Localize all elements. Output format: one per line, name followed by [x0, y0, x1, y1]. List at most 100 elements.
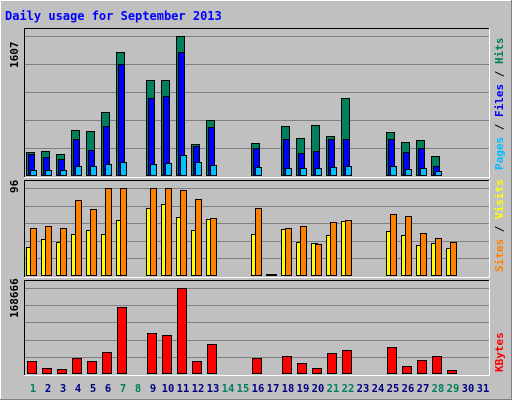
sites-bar	[450, 242, 457, 276]
sites-bar	[270, 274, 277, 276]
day-label: 20	[312, 383, 325, 395]
kbytes-bar	[117, 307, 127, 374]
day-label: 5	[90, 383, 96, 395]
kbytes-bar	[27, 361, 37, 374]
legend-visits: Visits	[493, 179, 506, 219]
kbytes-bar	[147, 333, 157, 374]
sites-bar	[120, 188, 127, 276]
day-label: 30	[462, 383, 475, 395]
chart-title: Daily usage for September 2013	[5, 9, 222, 23]
kbytes-bar	[387, 347, 397, 374]
kbytes-bar	[297, 363, 307, 374]
day-label: 25	[387, 383, 400, 395]
sites-bar	[150, 188, 157, 276]
pages-bar	[390, 166, 397, 176]
pages-bar	[210, 165, 217, 176]
visits-sites-panel	[24, 180, 490, 278]
svg-text:KBytes: KBytes	[493, 332, 506, 372]
kbytes-bar	[42, 368, 52, 374]
pages-bar	[405, 169, 412, 176]
visits-ymax-label: 96	[8, 179, 21, 193]
pages-bar	[300, 168, 307, 176]
sites-bar	[315, 244, 322, 276]
hits-ymax-label: 1607	[8, 42, 21, 69]
kbytes-bar	[72, 358, 82, 374]
legend-pages: Pages	[493, 137, 506, 170]
pages-bar	[105, 164, 112, 176]
kbytes-panel	[24, 280, 490, 376]
day-label: 21	[327, 383, 340, 395]
kbytes-bar	[177, 288, 187, 374]
day-label: 6	[105, 383, 111, 395]
kbytes-bar	[432, 356, 442, 374]
sites-bar	[30, 228, 37, 276]
kbytes-bar	[327, 353, 337, 374]
sites-bar	[330, 222, 337, 276]
sites-bar	[90, 209, 97, 276]
hits-legend: Pages / Files / Hits	[493, 38, 506, 171]
day-label: 1	[30, 383, 36, 395]
pages-bar	[45, 170, 52, 176]
sites-bar	[405, 216, 412, 276]
day-label: 9	[150, 383, 156, 395]
kbytes-legend: KBytes	[493, 332, 506, 372]
pages-bar	[435, 171, 442, 176]
day-label: 18	[282, 383, 295, 395]
kbytes-ymax-label: 168666	[8, 278, 21, 318]
day-label: 29	[447, 383, 460, 395]
day-label: 7	[120, 383, 126, 395]
pages-bar	[420, 168, 427, 176]
kbytes-bar	[447, 370, 457, 374]
day-label: 10	[162, 383, 175, 395]
sites-bar	[285, 228, 292, 276]
sites-bar	[60, 228, 67, 276]
pages-bar	[330, 167, 337, 176]
kbytes-bar	[192, 361, 202, 374]
sites-bar	[420, 233, 427, 276]
pages-bar	[180, 155, 187, 176]
sites-bar	[255, 208, 262, 276]
day-label: 19	[297, 383, 310, 395]
day-label: 11	[177, 383, 190, 395]
kbytes-bar	[207, 344, 217, 374]
sites-bar	[435, 238, 442, 276]
day-label: 15	[237, 383, 250, 395]
kbytes-bar	[417, 360, 427, 374]
kbytes-bar	[252, 358, 262, 374]
day-label: 4	[75, 383, 81, 395]
pages-bar	[165, 163, 172, 176]
day-label: 22	[342, 383, 355, 395]
files-bar	[118, 64, 125, 176]
day-label: 16	[252, 383, 265, 395]
pages-bar	[255, 167, 262, 176]
pages-bar	[315, 168, 322, 176]
pages-bar	[345, 166, 352, 176]
files-bar	[148, 98, 155, 176]
kbytes-bar	[57, 369, 67, 374]
day-labels: 1 2 3 4 5 6 7 8 9 10 11 12 13 14 15 16 17 18 19 20 21 22 23 24 2…	[30, 383, 489, 395]
kbytes-bar	[102, 352, 112, 374]
sites-bar	[45, 226, 52, 276]
day-label: 3	[60, 383, 66, 395]
day-label: 28	[432, 383, 445, 395]
day-label: 27	[417, 383, 430, 395]
kbytes-bar	[87, 361, 97, 374]
svg-text:Pages / Files / Hits: Pages / Files / Hits	[493, 38, 506, 171]
legend-files: Files	[493, 84, 506, 117]
day-label: 24	[372, 383, 385, 395]
kbytes-bar	[162, 335, 172, 374]
day-label: 23	[357, 383, 370, 395]
legend-sites: Sites	[493, 239, 506, 272]
kbytes-bar	[342, 350, 352, 374]
day-label: 8	[135, 383, 141, 395]
svg-text:Sites / Visits: Sites / Visits	[493, 179, 506, 272]
pages-bar	[75, 166, 82, 176]
kbytes-bar	[402, 366, 412, 374]
sites-bar	[105, 188, 112, 276]
day-label: 12	[192, 383, 205, 395]
sites-bar	[165, 188, 172, 276]
sites-bar	[300, 226, 307, 276]
legend-kbytes: KBytes	[493, 332, 506, 372]
pages-bar	[120, 162, 127, 176]
